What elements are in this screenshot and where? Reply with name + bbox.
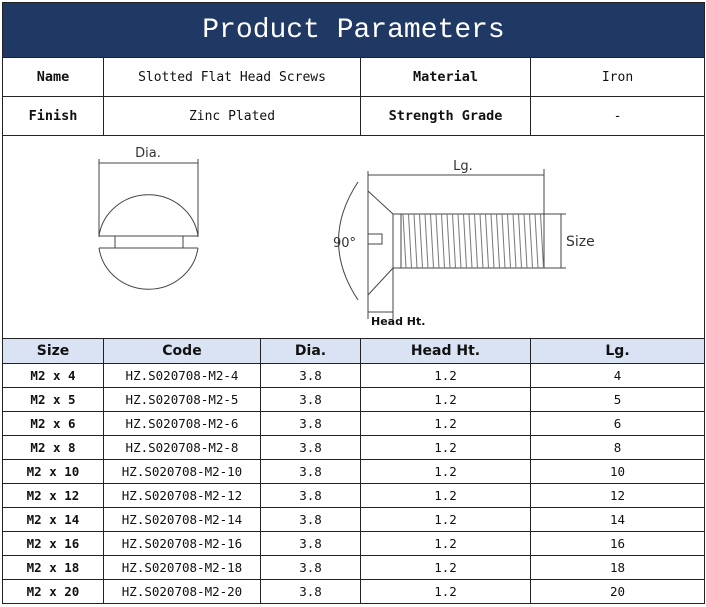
cell-head-ht: 1.2 xyxy=(360,555,531,580)
finish-label: Finish xyxy=(2,96,104,136)
cell-code: HZ.S020708-M2-4 xyxy=(103,363,261,388)
cell-code: HZ.S020708-M2-6 xyxy=(103,411,261,436)
cell-dia: 3.8 xyxy=(260,459,361,484)
cell-dia: 3.8 xyxy=(260,579,361,604)
table-row: M2 x 12 HZ.S020708-M2-12 3.8 1.2 12 xyxy=(2,483,706,508)
cell-size: M2 x 20 xyxy=(2,579,104,604)
grade-label: Strength Grade xyxy=(360,96,531,136)
cell-size: M2 x 14 xyxy=(2,507,104,532)
header-head-ht: Head Ht. xyxy=(360,338,531,364)
cell-code: HZ.S020708-M2-12 xyxy=(103,483,261,508)
cell-dia: 3.8 xyxy=(260,531,361,556)
cell-lg: 10 xyxy=(529,459,706,484)
table-row: M2 x 16 HZ.S020708-M2-16 3.8 1.2 16 xyxy=(2,531,706,556)
material-value: Iron xyxy=(529,57,706,97)
cell-head-ht: 1.2 xyxy=(360,387,531,412)
cell-dia: 3.8 xyxy=(260,411,361,436)
cell-code: HZ.S020708-M2-18 xyxy=(103,555,261,580)
cell-size: M2 x 12 xyxy=(2,483,104,508)
cell-dia: 3.8 xyxy=(260,483,361,508)
cell-dia: 3.8 xyxy=(260,363,361,388)
lg-label: Lg. xyxy=(453,159,473,174)
cell-code: HZ.S020708-M2-10 xyxy=(103,459,261,484)
cell-lg: 18 xyxy=(529,555,706,580)
cell-size: M2 x 4 xyxy=(2,363,104,388)
cell-head-ht: 1.2 xyxy=(360,435,531,460)
cell-code: HZ.S020708-M2-5 xyxy=(103,387,261,412)
cell-head-ht: 1.2 xyxy=(360,531,531,556)
cell-lg: 6 xyxy=(529,411,706,436)
cell-lg: 16 xyxy=(529,531,706,556)
table-row: M2 x 14 HZ.S020708-M2-14 3.8 1.2 14 xyxy=(2,507,706,532)
table-row: M2 x 10 HZ.S020708-M2-10 3.8 1.2 10 xyxy=(2,459,706,484)
cell-head-ht: 1.2 xyxy=(360,483,531,508)
cell-lg: 8 xyxy=(529,435,706,460)
cell-head-ht: 1.2 xyxy=(360,363,531,388)
finish-value: Zinc Plated xyxy=(103,96,361,136)
cell-code: HZ.S020708-M2-8 xyxy=(103,435,261,460)
cell-head-ht: 1.2 xyxy=(360,579,531,604)
page-title: Product Parameters xyxy=(1,2,706,58)
name-label: Name xyxy=(2,57,104,97)
table-row: M2 x 5 HZ.S020708-M2-5 3.8 1.2 5 xyxy=(2,387,706,412)
cell-code: HZ.S020708-M2-20 xyxy=(103,579,261,604)
cell-head-ht: 1.2 xyxy=(360,507,531,532)
name-value: Slotted Flat Head Screws xyxy=(103,57,361,97)
cell-code: HZ.S020708-M2-16 xyxy=(103,531,261,556)
header-code: Code xyxy=(103,338,261,364)
header-lg: Lg. xyxy=(529,338,706,364)
material-label: Material xyxy=(360,57,531,97)
table-row: M2 x 20 HZ.S020708-M2-20 3.8 1.2 20 xyxy=(2,579,706,604)
cell-size: M2 x 10 xyxy=(2,459,104,484)
cell-size: M2 x 18 xyxy=(2,555,104,580)
table-row: M2 x 6 HZ.S020708-M2-6 3.8 1.2 6 xyxy=(2,411,706,436)
grade-value: - xyxy=(529,96,706,136)
cell-lg: 12 xyxy=(529,483,706,508)
cell-size: M2 x 16 xyxy=(2,531,104,556)
header-size: Size xyxy=(2,338,104,364)
cell-dia: 3.8 xyxy=(260,507,361,532)
cell-lg: 20 xyxy=(529,579,706,604)
cell-size: M2 x 5 xyxy=(2,387,104,412)
table-row: M2 x 18 HZ.S020708-M2-18 3.8 1.2 18 xyxy=(2,555,706,580)
table-row: M2 x 8 HZ.S020708-M2-8 3.8 1.2 8 xyxy=(2,435,706,460)
dia-label: Dia. xyxy=(135,146,161,161)
cell-lg: 5 xyxy=(529,387,706,412)
cell-size: M2 x 8 xyxy=(2,435,104,460)
header-dia: Dia. xyxy=(260,338,361,364)
screw-diagram-cell: Dia. Lg. 90° Size Head Ht. xyxy=(1,135,706,339)
head-ht-label: Head Ht. xyxy=(371,315,425,328)
cell-lg: 4 xyxy=(529,363,706,388)
cell-code: HZ.S020708-M2-14 xyxy=(103,507,261,532)
cell-lg: 14 xyxy=(529,507,706,532)
size-label: Size xyxy=(566,234,595,250)
cell-dia: 3.8 xyxy=(260,435,361,460)
cell-dia: 3.8 xyxy=(260,555,361,580)
cell-head-ht: 1.2 xyxy=(360,411,531,436)
table-row: M2 x 4 HZ.S020708-M2-4 3.8 1.2 4 xyxy=(2,363,706,388)
cell-dia: 3.8 xyxy=(260,387,361,412)
screw-diagram: Dia. Lg. 90° Size Head Ht. xyxy=(98,146,595,328)
cell-size: M2 x 6 xyxy=(2,411,104,436)
angle-label: 90° xyxy=(333,236,356,251)
cell-head-ht: 1.2 xyxy=(360,459,531,484)
